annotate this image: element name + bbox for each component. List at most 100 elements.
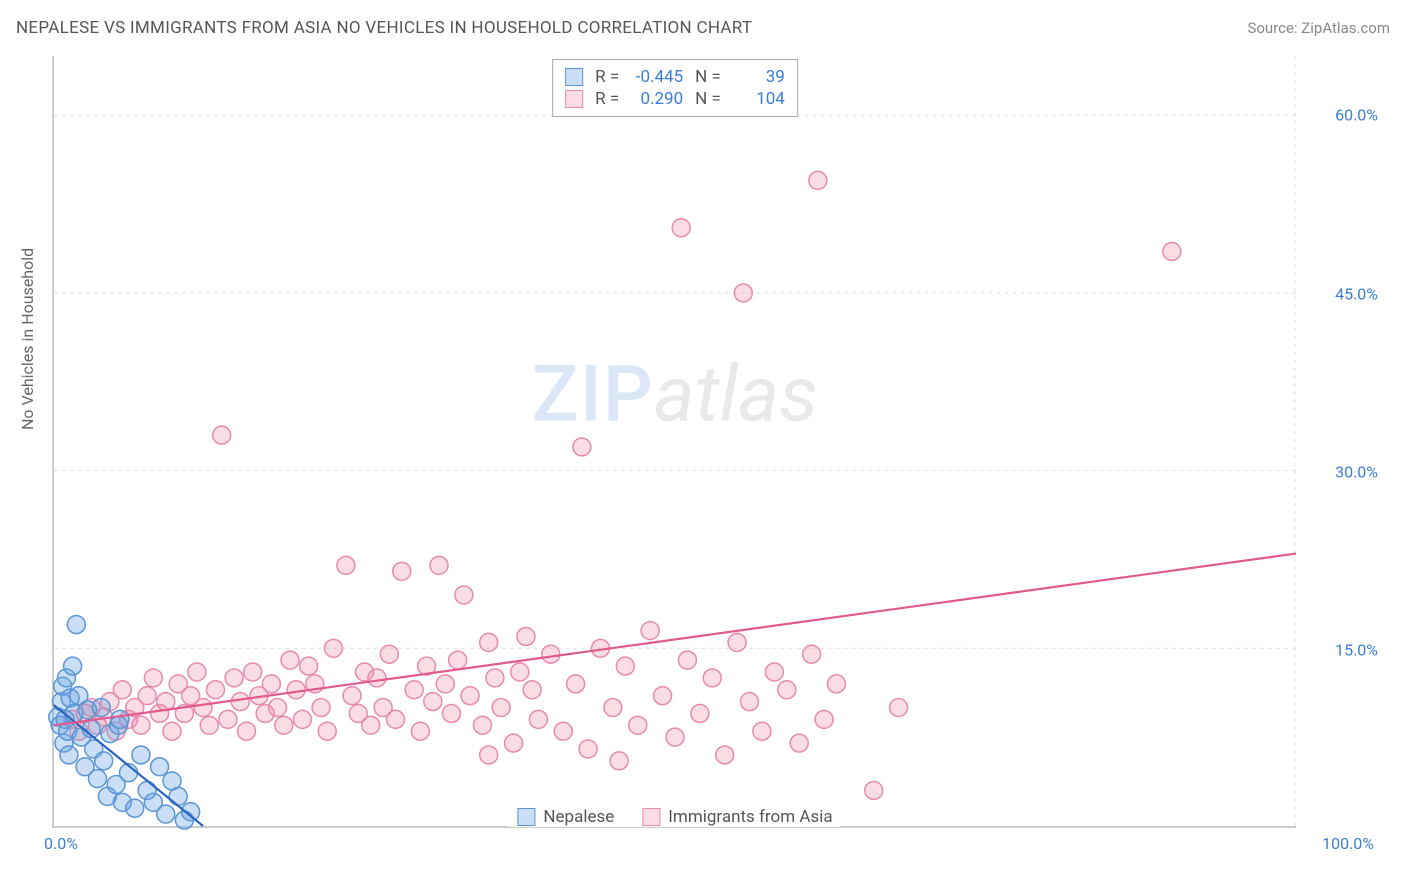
data-point (411, 722, 429, 740)
data-point (405, 681, 423, 699)
y-tick-label: 45.0% (1335, 284, 1378, 303)
stat-n-val-1: 104 (729, 89, 785, 109)
data-point (387, 710, 405, 728)
data-point (790, 734, 808, 752)
legend-swatch-1 (642, 808, 660, 826)
data-point (163, 722, 181, 740)
data-point (511, 663, 529, 681)
data-point (765, 663, 783, 681)
stats-row-0: R = -0.445 N = 39 (565, 66, 785, 88)
data-point (474, 716, 492, 734)
data-point (132, 716, 150, 734)
data-point (67, 616, 85, 634)
data-point (492, 699, 510, 717)
data-point (691, 704, 709, 722)
data-point (95, 752, 113, 770)
data-point (641, 622, 659, 640)
data-point (393, 562, 411, 580)
data-point (213, 426, 231, 444)
data-point (728, 633, 746, 651)
data-point (449, 651, 467, 669)
chart-title: NEPALESE VS IMMIGRANTS FROM ASIA NO VEHI… (16, 18, 752, 38)
source-attribution: Source: ZipAtlas.com (1247, 19, 1390, 37)
data-point (269, 699, 287, 717)
data-point (486, 669, 504, 687)
data-point (890, 699, 908, 717)
data-point (188, 663, 206, 681)
data-point (238, 722, 256, 740)
data-point (244, 663, 262, 681)
data-point (579, 740, 597, 758)
data-point (815, 710, 833, 728)
data-point (169, 787, 187, 805)
data-point (200, 716, 218, 734)
data-point (480, 746, 498, 764)
data-point (300, 657, 318, 675)
stat-n-val-0: 39 (729, 67, 785, 87)
data-point (231, 693, 249, 711)
data-point (368, 669, 386, 687)
data-point (206, 681, 224, 699)
trend-line (54, 554, 1296, 726)
data-point (610, 752, 628, 770)
data-point (225, 669, 243, 687)
data-point (287, 681, 305, 699)
data-point (92, 699, 110, 717)
legend-item-1: Immigrants from Asia (642, 807, 832, 827)
data-point (126, 799, 144, 817)
data-point (424, 693, 442, 711)
data-point (523, 681, 541, 699)
bottom-legend: Nepalese Immigrants from Asia (509, 807, 840, 827)
data-point (275, 716, 293, 734)
data-point (111, 710, 129, 728)
x-tick-label: 0.0% (44, 834, 78, 853)
data-point (324, 639, 342, 657)
data-point (529, 710, 547, 728)
data-point (616, 657, 634, 675)
y-tick-label: 15.0% (1335, 640, 1378, 659)
data-point (194, 699, 212, 717)
data-point (654, 687, 672, 705)
data-point (672, 219, 690, 237)
data-point (461, 687, 479, 705)
stat-n-label-1: N = (695, 89, 721, 109)
data-point (753, 722, 771, 740)
data-point (262, 675, 280, 693)
data-point (542, 645, 560, 663)
data-point (430, 556, 448, 574)
stat-r-val-1: 0.290 (627, 89, 683, 109)
data-point (157, 805, 175, 823)
legend-item-0: Nepalese (517, 807, 614, 827)
data-point (293, 710, 311, 728)
data-point (741, 693, 759, 711)
data-point (604, 699, 622, 717)
data-point (678, 651, 696, 669)
legend-swatch-0 (517, 808, 535, 826)
data-point (809, 171, 827, 189)
x-tick-label: 100.0% (1322, 834, 1374, 853)
data-point (505, 734, 523, 752)
swatch-nepalese (565, 68, 583, 86)
data-point (380, 645, 398, 663)
data-point (865, 781, 883, 799)
y-axis-label: No Vehicles in Household (18, 248, 37, 430)
data-point (144, 669, 162, 687)
data-point (629, 716, 647, 734)
title-bar: NEPALESE VS IMMIGRANTS FROM ASIA NO VEHI… (16, 18, 1390, 38)
data-point (281, 651, 299, 669)
source-name: ZipAtlas.com (1301, 19, 1390, 37)
data-point (436, 675, 454, 693)
data-point (734, 284, 752, 302)
swatch-asia (565, 90, 583, 108)
data-point (703, 669, 721, 687)
data-point (132, 746, 150, 764)
stats-row-1: R = 0.290 N = 104 (565, 88, 785, 110)
data-point (318, 722, 336, 740)
stats-box: R = -0.445 N = 39 R = 0.290 N = 104 (552, 59, 798, 117)
data-point (554, 722, 572, 740)
stat-r-label-1: R = (595, 89, 619, 109)
data-point (312, 699, 330, 717)
stat-r-label-0: R = (595, 67, 619, 87)
stat-n-label-0: N = (695, 67, 721, 87)
data-point (803, 645, 821, 663)
